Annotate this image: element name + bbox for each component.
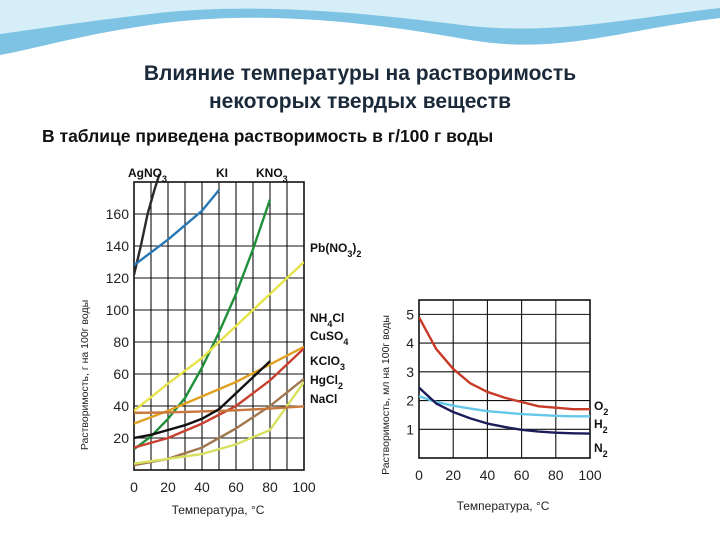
series-label: Pb(NO3)2 bbox=[310, 241, 361, 259]
series-label: HgCl2 bbox=[310, 373, 343, 391]
series-line-o2 bbox=[419, 316, 590, 411]
y-tick-label: 1 bbox=[406, 421, 414, 437]
series-label: CuSO4 bbox=[310, 329, 348, 347]
series-line-cuso4 bbox=[134, 347, 304, 449]
header-wave-decoration bbox=[0, 0, 720, 55]
series-line bbox=[134, 360, 271, 440]
y-tick-label: 5 bbox=[406, 306, 414, 322]
x-tick-label: 40 bbox=[194, 479, 210, 495]
series-label: KNO3 bbox=[256, 166, 288, 184]
series-label: NH4Cl bbox=[310, 311, 344, 329]
series-line-kno3 bbox=[134, 199, 272, 451]
series-line-nacl bbox=[134, 405, 304, 415]
series-line-agno3 bbox=[134, 173, 161, 276]
solids-ylabel: Растворимость, г на 100г воды bbox=[79, 300, 91, 450]
x-tick-label: 20 bbox=[445, 467, 461, 483]
gases-ylabel: Растворимость, мл на 100г воды bbox=[380, 315, 392, 475]
slide-title-line-1: Влияние температуры на растворимость bbox=[143, 62, 577, 85]
solids-xlabel: Температура, °С bbox=[172, 503, 265, 517]
x-tick-label: 0 bbox=[415, 467, 423, 483]
y-tick-label: 40 bbox=[113, 398, 129, 414]
x-tick-label: 20 bbox=[160, 479, 176, 495]
series-label: KClO3 bbox=[310, 354, 345, 372]
y-tick-label: 80 bbox=[113, 334, 129, 350]
y-tick-label: 140 bbox=[106, 238, 130, 254]
series-label: O2 bbox=[594, 399, 608, 417]
x-tick-label: 80 bbox=[262, 479, 278, 495]
series-label: N2 bbox=[594, 441, 608, 459]
series-line-hgcl2 bbox=[134, 381, 304, 465]
y-tick-label: 60 bbox=[113, 366, 129, 382]
x-tick-label: 60 bbox=[228, 479, 244, 495]
series-line-pbno32 bbox=[134, 261, 304, 412]
y-tick-label: 120 bbox=[106, 270, 130, 286]
series-line-n2 bbox=[419, 386, 590, 435]
x-tick-label: 60 bbox=[514, 467, 530, 483]
x-tick-label: 80 bbox=[548, 467, 564, 483]
series-label: AgNO3 bbox=[128, 166, 167, 184]
y-tick-label: 2 bbox=[406, 393, 414, 409]
plot-frame bbox=[418, 299, 591, 459]
series-label: H2 bbox=[594, 417, 608, 435]
slide-title-line-2: некоторых твердых веществ bbox=[209, 90, 511, 113]
y-tick-label: 20 bbox=[113, 430, 129, 446]
gases-xlabel: Температура, °С bbox=[457, 499, 550, 513]
x-tick-label: 0 bbox=[130, 479, 138, 495]
series-line-h2 bbox=[419, 395, 590, 418]
series-label: NaCl bbox=[310, 392, 337, 406]
x-tick-label: 40 bbox=[480, 467, 496, 483]
wave-light bbox=[0, 0, 720, 34]
x-tick-label: 100 bbox=[292, 479, 316, 495]
series-line-ki bbox=[134, 189, 220, 267]
slide-subtitle: В таблице приведена растворимость в г/10… bbox=[42, 126, 494, 146]
y-tick-label: 3 bbox=[406, 364, 414, 380]
x-tick-label: 100 bbox=[578, 467, 602, 483]
y-tick-label: 4 bbox=[406, 335, 414, 351]
y-tick-label: 160 bbox=[106, 206, 130, 222]
y-tick-label: 100 bbox=[106, 302, 130, 318]
series-label: KI bbox=[216, 166, 228, 180]
